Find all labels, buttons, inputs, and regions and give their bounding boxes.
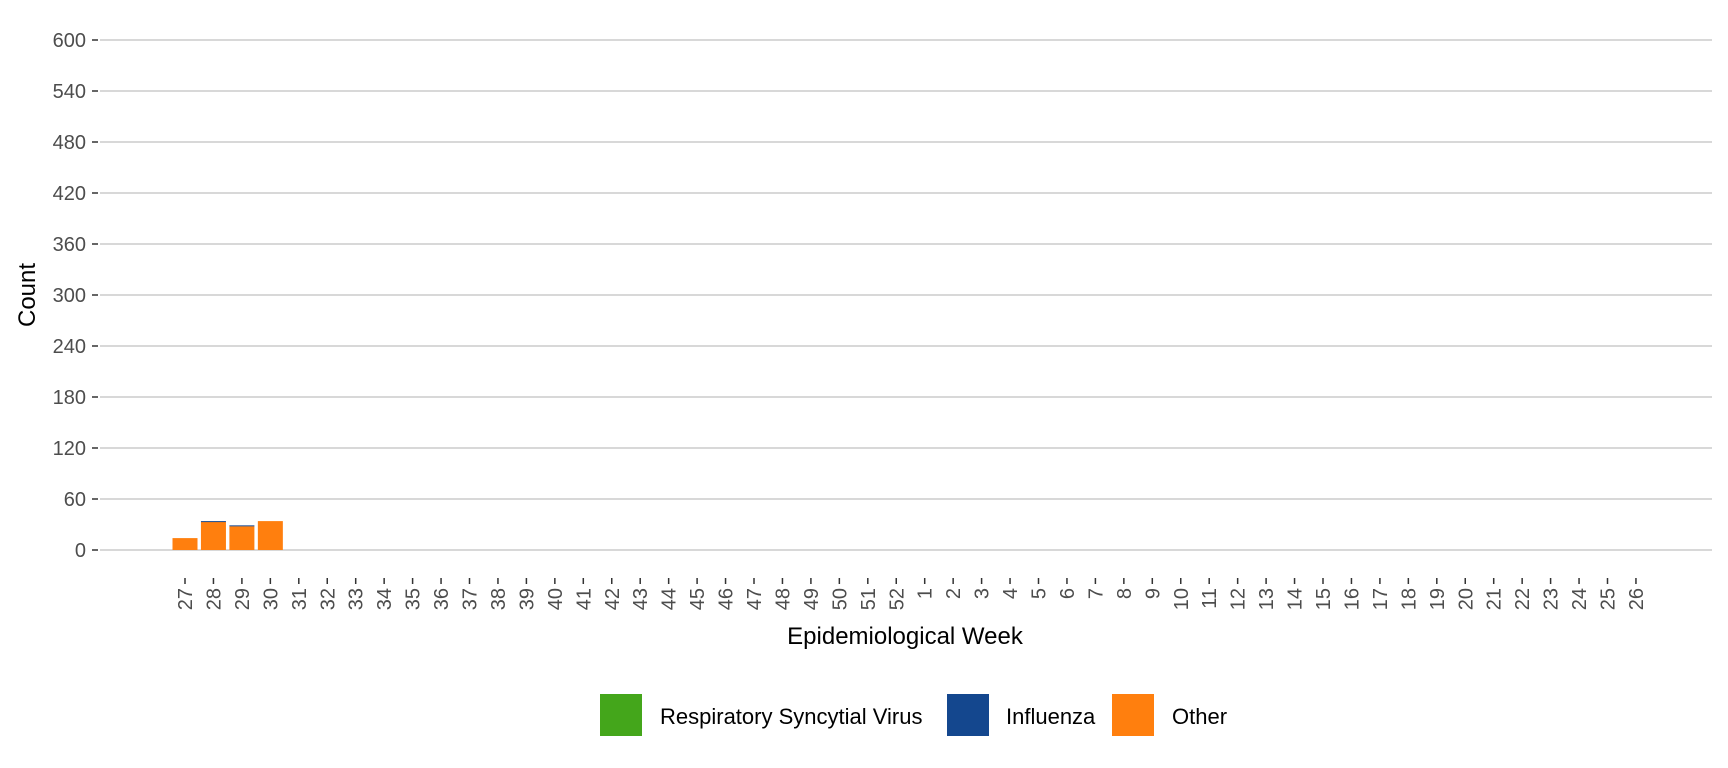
- x-tick-label: 37: [460, 588, 482, 610]
- legend: Respiratory Syncytial Virus Influenza Othe…: [600, 694, 1227, 736]
- legend-label: Respiratory Syncytial Virus: [660, 704, 922, 729]
- legend-swatch: [1112, 694, 1154, 736]
- x-tick-label: 39: [516, 588, 538, 610]
- x-tick-label: 17: [1370, 588, 1392, 610]
- x-tick-label: 21: [1484, 588, 1506, 610]
- y-tick-label: 180: [53, 387, 86, 409]
- x-tick-label: 31: [289, 588, 311, 610]
- x-tick-label: 32: [317, 588, 339, 610]
- x-tick-label: 3: [972, 588, 994, 599]
- bar-segment: [172, 538, 198, 550]
- x-tick-label: 36: [431, 588, 453, 610]
- x-tick-label: 15: [1313, 588, 1335, 610]
- x-tick-label: 38: [488, 588, 510, 610]
- x-tick-label: 49: [801, 588, 823, 610]
- bar-segment: [257, 521, 283, 550]
- x-tick-label: 25: [1598, 588, 1620, 610]
- x-axis: 27 28 29 30 31 32 33 34 35 36 37 38 39 40 41 42 43 44 45 46…: [175, 578, 1648, 610]
- x-tick-label: 10: [1171, 588, 1193, 610]
- y-axis-title: Count: [14, 263, 41, 327]
- x-tick-label: 27: [175, 588, 197, 610]
- y-tick-label: 360: [53, 234, 86, 256]
- y-tick-label: 540: [53, 81, 86, 103]
- x-tick-label: 51: [858, 588, 880, 610]
- x-tick-label: 14: [1285, 588, 1307, 610]
- x-tick-label: 23: [1541, 588, 1563, 610]
- x-tick-label: 46: [716, 588, 738, 610]
- legend-swatch: [947, 694, 989, 736]
- x-tick-label: 52: [886, 588, 908, 610]
- x-tick-label: 47: [744, 588, 766, 610]
- x-tick-label: 2: [943, 588, 965, 599]
- x-tick-label: 50: [829, 588, 851, 610]
- bars: [172, 521, 283, 550]
- legend-label: Other: [1172, 704, 1227, 729]
- x-tick-label: 33: [346, 588, 368, 610]
- x-tick-label: 34: [374, 588, 396, 610]
- bar-segment: [229, 526, 255, 550]
- x-tick-label: 26: [1626, 588, 1648, 610]
- x-tick-label: 18: [1398, 588, 1420, 610]
- legend-label: Influenza: [1006, 704, 1096, 729]
- y-tick-label: 0: [75, 540, 86, 562]
- x-tick-label: 20: [1455, 588, 1477, 610]
- x-tick-label: 4: [1000, 588, 1022, 599]
- y-tick-label: 240: [53, 336, 86, 358]
- x-tick-label: 13: [1256, 588, 1278, 610]
- x-tick-label: 22: [1512, 588, 1534, 610]
- y-tick-label: 600: [53, 30, 86, 52]
- y-axis: 0 60 120 180 240 300 360 420 480 540 600: [53, 30, 98, 562]
- y-tick-label: 300: [53, 285, 86, 307]
- bar-segment: [200, 521, 226, 523]
- y-tick-label: 480: [53, 132, 86, 154]
- y-tick-label: 60: [64, 489, 86, 511]
- x-tick-label: 19: [1427, 588, 1449, 610]
- x-tick-label: 48: [772, 588, 794, 610]
- x-tick-label: 45: [687, 588, 709, 610]
- x-tick-label: 16: [1341, 588, 1363, 610]
- x-tick-label: 1: [915, 588, 937, 599]
- x-tick-label: 35: [403, 588, 425, 610]
- x-tick-label: 9: [1142, 588, 1164, 599]
- x-tick-label: 29: [232, 588, 254, 610]
- x-tick-label: 42: [602, 588, 624, 610]
- x-tick-label: 30: [260, 588, 282, 610]
- x-tick-label: 43: [630, 588, 652, 610]
- x-axis-title: Epidemiological Week: [787, 623, 1024, 650]
- x-tick-label: 41: [573, 588, 595, 610]
- bar-segment: [229, 525, 255, 527]
- y-tick-label: 420: [53, 183, 86, 205]
- x-tick-label: 11: [1199, 588, 1221, 609]
- x-tick-label: 5: [1029, 588, 1051, 599]
- x-tick-label: 8: [1114, 588, 1136, 599]
- x-tick-label: 40: [545, 588, 567, 610]
- legend-swatch: [600, 694, 642, 736]
- x-tick-label: 7: [1085, 588, 1107, 599]
- x-tick-label: 6: [1057, 588, 1079, 599]
- gridlines: [100, 39, 1712, 551]
- x-tick-label: 44: [659, 588, 681, 610]
- bar-segment: [200, 521, 226, 550]
- x-tick-label: 24: [1569, 588, 1591, 610]
- y-tick-label: 120: [53, 438, 86, 460]
- x-tick-label: 28: [203, 588, 225, 610]
- x-tick-label: 12: [1228, 588, 1250, 610]
